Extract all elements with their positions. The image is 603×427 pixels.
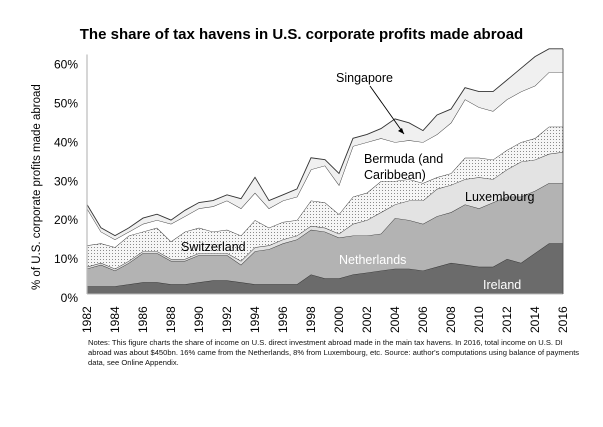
label-luxembourg: Luxembourg	[465, 190, 535, 204]
x-tick-label: 2014	[528, 306, 542, 333]
x-tick-label: 1982	[80, 306, 94, 333]
area-luxembourg	[87, 152, 563, 271]
label-bermuda-line1: Bermuda (and	[364, 152, 443, 166]
label-singapore: Singapore	[336, 71, 393, 85]
x-tick-label: 1998	[304, 306, 318, 333]
label-switzerland: Switzerland	[181, 240, 246, 254]
x-tick-label: 2010	[472, 306, 486, 333]
y-tick-label: 60%	[54, 58, 78, 72]
x-tick-label: 1990	[192, 306, 206, 333]
label-ireland: Ireland	[483, 278, 521, 292]
y-tick-label: 10%	[54, 252, 78, 266]
x-tick-label: 1994	[248, 306, 262, 333]
singapore-arrow	[369, 85, 405, 135]
x-tick-label: 2006	[416, 306, 430, 333]
x-tick-label: 2016	[556, 306, 570, 333]
label-netherlands: Netherlands	[339, 253, 406, 267]
x-tick-label: 2004	[388, 306, 402, 333]
line-singapore	[86, 48, 563, 237]
y-tick-label: 20%	[54, 213, 78, 227]
x-tick-label: 2000	[332, 306, 346, 333]
y-axis-label: % of U.S. corporate profits made abroad	[31, 84, 43, 290]
x-tick-label: 2012	[500, 306, 514, 333]
x-tick-label: 1988	[164, 306, 178, 333]
x-tick-label: 1986	[136, 306, 150, 333]
y-tick-label: 40%	[54, 135, 78, 149]
singapore-arrowhead	[398, 128, 404, 134]
area-switzerland	[87, 126, 563, 269]
x-tick-label: 2002	[360, 306, 374, 333]
x-tick-label: 1992	[220, 306, 234, 333]
chart-notes: Notes: This figure charts the share of i…	[88, 338, 580, 367]
y-tick-label: 50%	[54, 96, 78, 110]
label-bermuda-line2: Caribbean)	[364, 168, 426, 182]
x-tick-label: 1996	[276, 306, 290, 333]
area-bermuda-and-caribbean	[87, 72, 563, 248]
x-tick-label: 1984	[108, 306, 122, 333]
y-tick-label: 0%	[61, 291, 79, 305]
x-tick-label: 2008	[444, 306, 458, 333]
y-tick-label: 30%	[54, 174, 78, 188]
area-netherlands	[87, 183, 563, 287]
chart-title: The share of tax havens in U.S. corporat…	[79, 26, 524, 43]
